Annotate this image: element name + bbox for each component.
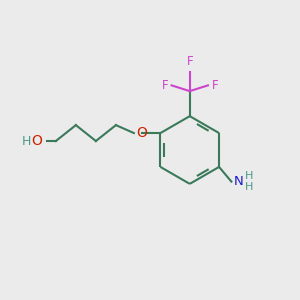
Text: F: F <box>186 56 193 68</box>
Text: O: O <box>32 134 43 148</box>
Text: O: O <box>136 126 147 140</box>
Text: H: H <box>244 171 253 181</box>
Text: H: H <box>244 182 253 192</box>
Text: F: F <box>161 79 168 92</box>
Text: F: F <box>212 79 218 92</box>
Text: N: N <box>234 175 244 188</box>
Text: H: H <box>21 134 31 148</box>
